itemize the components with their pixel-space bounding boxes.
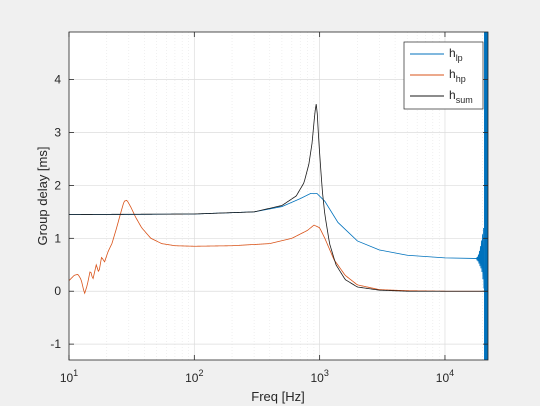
- legend: hlp hhp hsum: [403, 41, 484, 110]
- x-tick-label: 103: [310, 368, 328, 385]
- y-tick-label: -1: [50, 337, 61, 351]
- series-sum: [69, 104, 488, 292]
- legend-label-lp: hlp: [449, 46, 463, 63]
- x-tick-label: 101: [60, 368, 78, 385]
- series-noise-band-lp: [484, 32, 488, 360]
- series-lp: [69, 32, 488, 360]
- legend-label-sum: hsum: [449, 88, 473, 105]
- y-tick-labels: -1 0 1 2 3 4: [50, 73, 61, 352]
- x-tick-label: 102: [185, 368, 203, 385]
- y-tick-label: 0: [54, 284, 61, 298]
- axis-ticks: [68, 32, 488, 360]
- series-line-lp: [69, 192, 485, 289]
- y-tick-label: 4: [54, 73, 61, 87]
- y-tick-label: 3: [54, 126, 61, 140]
- series-layer: [69, 32, 488, 360]
- y-tick-label: 1: [54, 231, 61, 245]
- y-axis-label: Group delay [ms]: [35, 147, 50, 246]
- series-line-sum: [69, 104, 488, 292]
- legend-label-hp: hhp: [449, 67, 466, 84]
- plot-frame: [68, 31, 489, 361]
- y-tick-label: 2: [54, 178, 61, 192]
- x-axis-label: Freq [Hz]: [251, 389, 304, 404]
- legend-box: [403, 41, 484, 110]
- x-tick-labels: 101 102 103 104: [60, 368, 454, 385]
- x-tick-label: 104: [436, 368, 454, 385]
